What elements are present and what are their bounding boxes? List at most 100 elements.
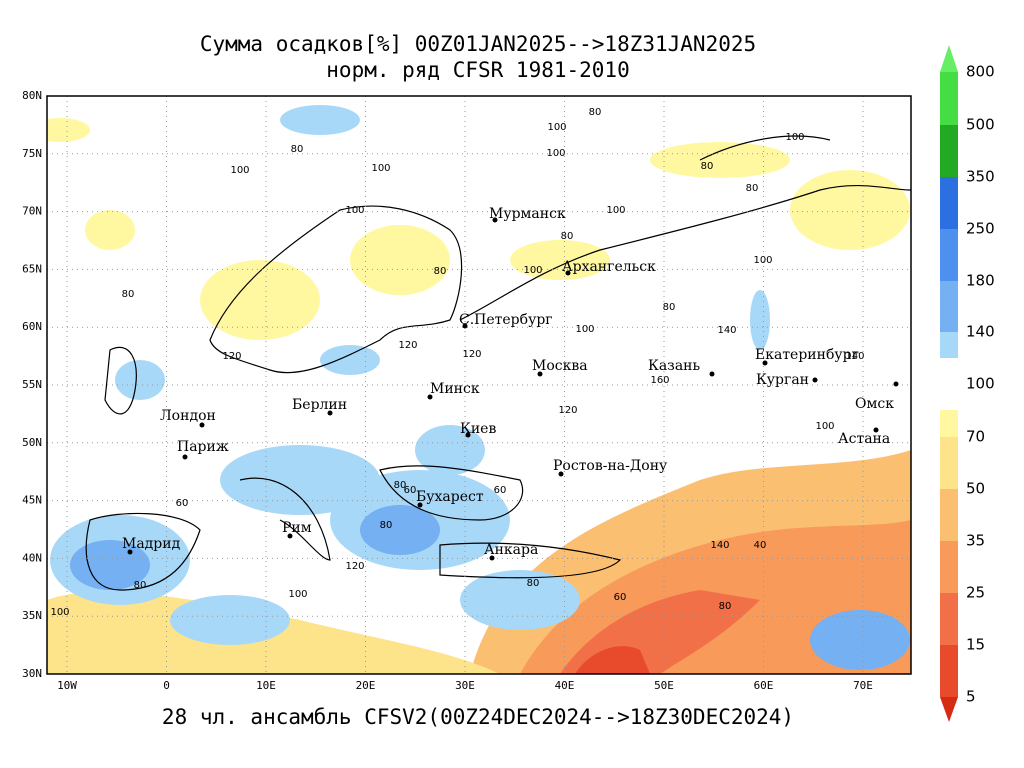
city-label: Берлин: [292, 397, 347, 413]
lon-label: 30E: [455, 679, 475, 692]
lat-label: 30N: [22, 667, 42, 680]
contour-label: 100: [575, 324, 594, 335]
city-dot: [327, 410, 333, 416]
contour-label: 80: [380, 520, 393, 531]
city-label: Омск: [855, 396, 894, 412]
lon-label: 40E: [555, 679, 575, 692]
contour-label: 80: [701, 161, 714, 172]
colorbar-bin: [940, 489, 958, 541]
colorbar-bin: [940, 332, 958, 358]
lat-label: 35N: [22, 609, 42, 622]
colorbar-bin: [940, 229, 958, 281]
contour-label: 80: [746, 183, 759, 194]
contour-label: 100: [523, 265, 542, 276]
lon-label: 10W: [57, 679, 77, 692]
contour-label: 120: [345, 561, 364, 572]
contour-label: 140: [717, 325, 736, 336]
colorbar-label: 70: [966, 428, 985, 446]
contour-label: 60: [176, 498, 189, 509]
colorbar-label: 140: [966, 323, 995, 341]
contour-label: 100: [815, 421, 834, 432]
lat-label: 65N: [22, 262, 42, 275]
lon-label: 20E: [356, 679, 376, 692]
colorbar-label: 180: [966, 272, 995, 290]
precip-fill: [47, 105, 911, 674]
city-label: Архангельск: [562, 259, 656, 275]
lon-label: 10E: [256, 679, 276, 692]
contour-label: 80: [134, 580, 147, 591]
city-dot: [893, 381, 899, 387]
colorbar-label: 5: [966, 688, 976, 706]
city-label: Анкара: [484, 542, 538, 558]
contour-label: 80: [291, 144, 304, 155]
lat-label: 45N: [22, 494, 42, 507]
contour-label: 80: [527, 578, 540, 589]
contour-label: 120: [462, 349, 481, 360]
colorbar-bin: [940, 125, 958, 177]
city-label: С.Петербург: [459, 312, 553, 328]
colorbar-label: 500: [966, 116, 995, 134]
colorbar: [940, 45, 958, 722]
map-field: [47, 96, 911, 674]
city-dot: [565, 270, 571, 276]
city-label: Киев: [460, 421, 496, 437]
contour-label: 100: [371, 163, 390, 174]
contour-label: 100: [230, 165, 249, 176]
contour-label: 40: [754, 540, 767, 551]
colorbar-label: 25: [966, 584, 985, 602]
city-label: Рим: [282, 520, 312, 536]
map-frame: [46, 95, 912, 675]
graticule: [47, 96, 911, 674]
colorbar-label: 250: [966, 220, 995, 238]
city-label: Ростов-на-Дону: [553, 458, 668, 474]
city-dot: [558, 471, 564, 477]
contour-label: 120: [558, 405, 577, 416]
city-dot: [492, 217, 498, 223]
city-dot: [417, 502, 423, 508]
colorbar-bin: [940, 541, 958, 593]
contour-label: 100: [547, 122, 566, 133]
coastlines: [85, 135, 911, 591]
colorbar-label: 35: [966, 532, 985, 550]
lon-label: 0: [163, 679, 170, 692]
contour-label: 100: [753, 255, 772, 266]
city-label: Екатеринбург: [755, 347, 859, 363]
city-label: Казань: [648, 358, 700, 374]
city-dot: [812, 377, 818, 383]
colorbar-bin: [940, 281, 958, 332]
colorbar-bin: [940, 177, 958, 229]
lon-label: 60E: [754, 679, 774, 692]
lat-label: 40N: [22, 551, 42, 564]
city-label: Мурманск: [489, 206, 566, 222]
contour-label: 120: [398, 340, 417, 351]
lat-label: 50N: [22, 436, 42, 449]
city-dot: [462, 323, 468, 329]
city-dot: [537, 371, 543, 377]
city-dot: [465, 432, 471, 438]
city-label: Бухарест: [416, 489, 484, 505]
city-dot: [489, 555, 495, 561]
city-dot: [199, 422, 205, 428]
contour-label: 80: [561, 231, 574, 242]
lon-label: 70E: [853, 679, 873, 692]
colorbar-cap: [940, 697, 958, 722]
contour-label: 80: [434, 266, 447, 277]
contour-label: 100: [546, 148, 565, 159]
contour-label: 160: [650, 375, 669, 386]
city-dot: [182, 454, 188, 460]
colorbar-bin: [940, 72, 958, 125]
city-dot: [762, 360, 768, 366]
colorbar-bin: [940, 410, 958, 437]
contour-label: 100: [785, 132, 804, 143]
city-label: Мадрид: [122, 536, 181, 552]
colorbar-label: 15: [966, 636, 985, 654]
lat-label: 80N: [22, 89, 42, 102]
contour-label: 60: [614, 592, 627, 603]
city-dot: [709, 371, 715, 377]
contour-label: 80: [122, 289, 135, 300]
city-label: Москва: [532, 358, 588, 374]
colorbar-bin: [940, 645, 958, 697]
contour-label: 80: [663, 302, 676, 313]
contour-label: 60: [494, 485, 507, 496]
